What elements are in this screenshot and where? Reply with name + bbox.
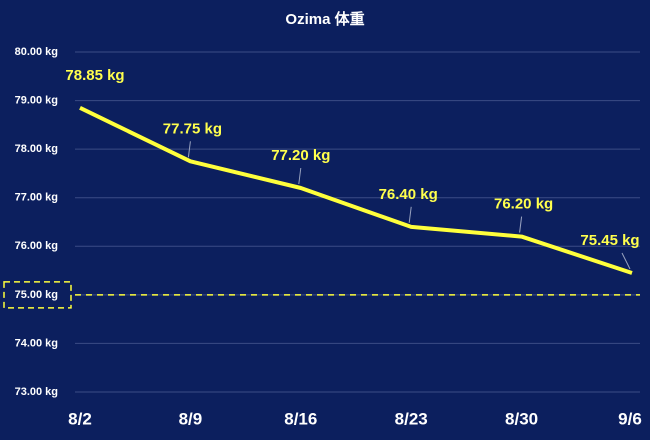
- y-tick-label: 76.00 kg: [15, 240, 58, 252]
- data-label: 77.75 kg: [163, 120, 222, 137]
- y-tick-label: 78.00 kg: [15, 143, 58, 155]
- chart-title: Ozima 体重: [285, 10, 364, 28]
- data-label: 78.85 kg: [65, 67, 124, 84]
- y-tick-label: 74.00 kg: [15, 337, 58, 349]
- target-box: [3, 281, 72, 309]
- x-tick-label: 8/9: [179, 409, 203, 428]
- y-tick-label: 73.00 kg: [15, 386, 58, 398]
- x-tick-label: 8/2: [68, 409, 92, 428]
- leader-line: [187, 141, 191, 158]
- leader-line: [621, 252, 631, 270]
- x-tick-label: 8/16: [284, 409, 317, 428]
- data-label: 76.40 kg: [379, 186, 438, 203]
- y-tick-label: 75.00 kg: [15, 289, 58, 301]
- x-tick-label: 8/23: [395, 409, 428, 428]
- y-tick-label: 79.00 kg: [15, 94, 58, 106]
- data-label: 75.45 kg: [580, 232, 639, 249]
- data-label: 77.20 kg: [271, 147, 330, 164]
- data-label: 76.20 kg: [494, 196, 553, 213]
- y-tick-label: 80.00 kg: [15, 46, 58, 58]
- y-tick-label: 77.00 kg: [15, 192, 58, 204]
- leader-line: [519, 216, 523, 233]
- leader-line: [408, 206, 412, 223]
- leader-line: [298, 167, 302, 185]
- data-line: [79, 106, 633, 275]
- x-tick-label: 9/6: [618, 409, 642, 428]
- x-tick-label: 8/30: [505, 409, 538, 428]
